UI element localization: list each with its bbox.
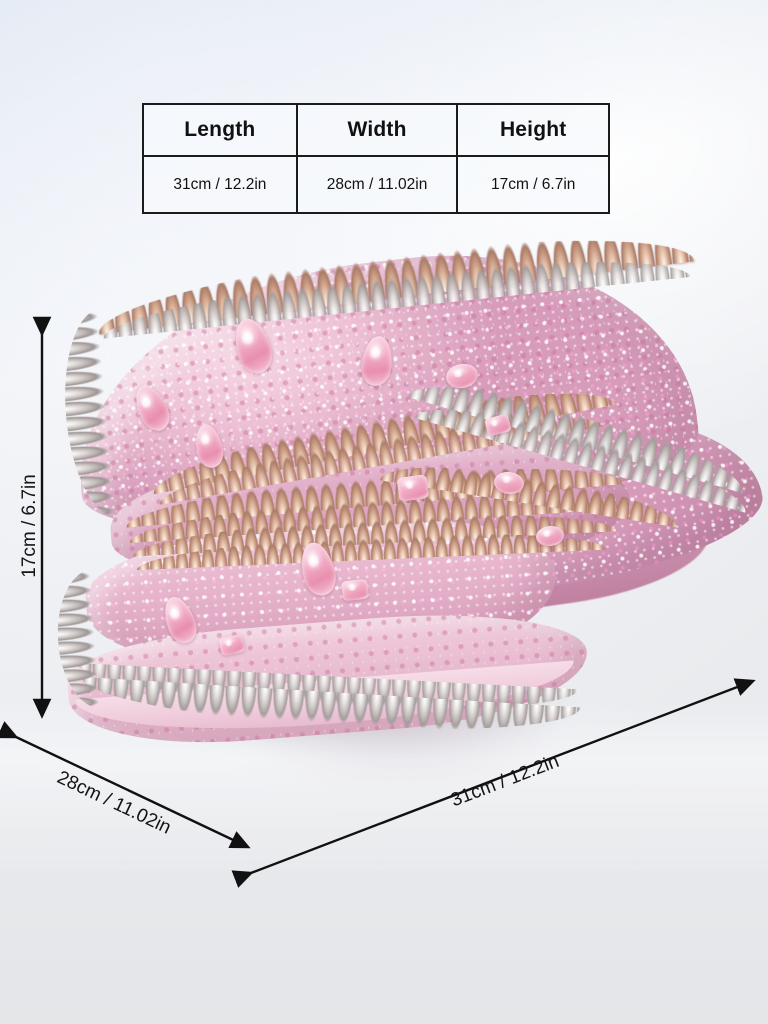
rhinestone-rect-1 xyxy=(396,474,430,502)
rhinestone-rect-2 xyxy=(341,578,369,602)
header-width: Width xyxy=(295,103,459,157)
value-width: 28cm / 11.02in xyxy=(295,155,459,214)
dimension-table-value-row: 31cm / 12.2in 28cm / 11.02in 17cm / 6.7i… xyxy=(142,155,610,214)
header-length: Length xyxy=(142,103,298,157)
value-height: 17cm / 6.7in xyxy=(456,155,610,214)
left-side-spike-fringe xyxy=(56,308,120,522)
dimension-table-header-row: Length Width Height xyxy=(142,103,610,157)
dimension-table: Length Width Height 31cm / 12.2in 28cm /… xyxy=(142,103,610,214)
value-length: 31cm / 12.2in xyxy=(142,155,298,214)
header-height: Height xyxy=(456,103,610,157)
height-dimension-label: 17cm / 6.7in xyxy=(19,474,40,578)
product-hat xyxy=(50,217,768,810)
